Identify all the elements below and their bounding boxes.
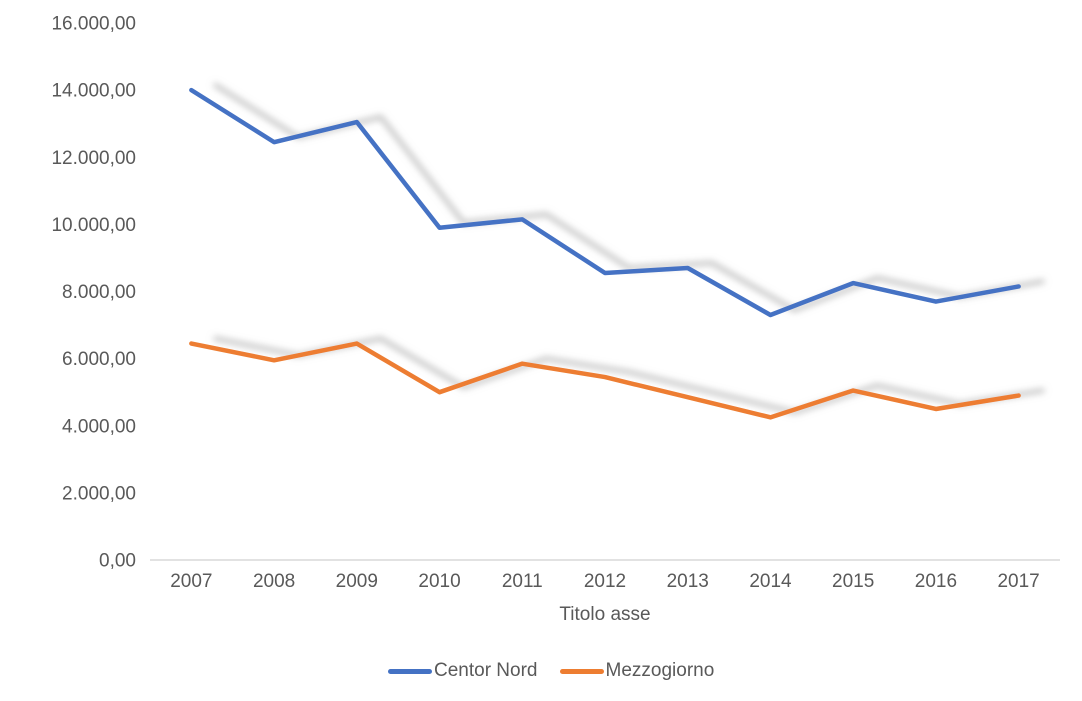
y-tick-label: 2.000,00 <box>62 483 136 504</box>
legend-item-centor-nord: Centor Nord <box>388 660 538 682</box>
y-tick-label: 6.000,00 <box>62 349 136 370</box>
y-tick-label: 8.000,00 <box>62 282 136 303</box>
x-tick-label: 2012 <box>584 571 626 592</box>
x-tick-label: 2017 <box>997 571 1039 592</box>
y-tick-label: 16.000,00 <box>51 14 136 35</box>
series-line-centor-nord <box>189 87 1021 318</box>
series-line-mezzogiorno <box>189 341 1021 420</box>
x-axis-title: Titolo asse <box>559 604 651 625</box>
x-tick-label: 2007 <box>170 571 212 592</box>
x-tick-label: 2013 <box>667 571 709 592</box>
legend-line-marker-mezzogiorno <box>559 668 604 674</box>
x-tick-label: 2010 <box>418 571 460 592</box>
legend-line-marker-centor-nord <box>388 668 432 674</box>
x-tick-label: 2015 <box>832 571 874 592</box>
legend-label-centor-nord: Centor Nord <box>434 660 538 681</box>
y-tick-label: 4.000,00 <box>62 416 136 437</box>
series-group-0 <box>189 87 1021 318</box>
y-tick-label: 0,00 <box>99 551 136 572</box>
x-tick-label: 2016 <box>915 571 957 592</box>
series-group-1 <box>189 341 1021 420</box>
x-tick-label: 2008 <box>253 571 295 592</box>
x-tick-label: 2014 <box>749 571 792 592</box>
x-tick-label: 2009 <box>336 571 378 592</box>
legend-label-mezzogiorno: Mezzogiorno <box>605 660 715 681</box>
legend-item-mezzogiorno: Mezzogiorno <box>559 660 715 682</box>
y-tick-label: 12.000,00 <box>51 148 136 169</box>
y-tick-label: 14.000,00 <box>51 81 136 102</box>
legend: Centor Nord Mezzogiorno <box>388 660 714 682</box>
y-tick-label: 10.000,00 <box>51 215 136 236</box>
x-tick-label: 2011 <box>502 571 543 592</box>
